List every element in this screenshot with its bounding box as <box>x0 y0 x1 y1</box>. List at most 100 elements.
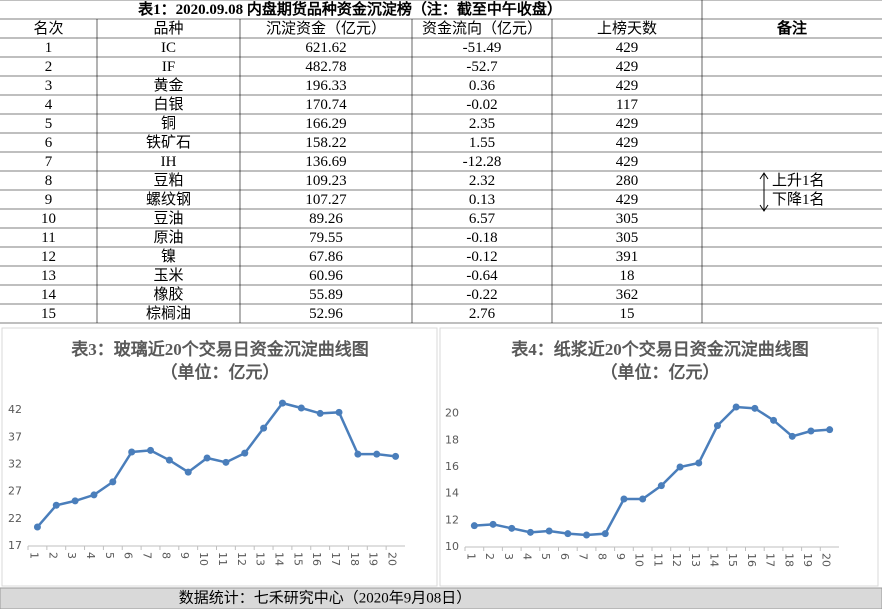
table-cell: 3 <box>45 78 53 94</box>
table-cell: 棕榈油 <box>146 305 191 322</box>
chart-area <box>1 327 438 587</box>
table-cell: 158.22 <box>305 135 346 151</box>
table-cell: 482.78 <box>305 59 346 75</box>
data-point <box>508 524 516 532</box>
table-cell: 89.26 <box>309 211 343 227</box>
table-cell: 362 <box>616 287 639 303</box>
table-cell: -0.12 <box>466 249 497 265</box>
data-point <box>620 495 628 503</box>
x-tick-label: 5 <box>103 552 116 559</box>
table-cell: 166.29 <box>305 116 346 132</box>
y-tick-label: 27 <box>8 485 22 498</box>
x-tick-label: 6 <box>558 553 571 560</box>
x-tick-label: 12 <box>670 553 683 567</box>
table-cell: 2.32 <box>469 173 495 189</box>
table-cell: 7 <box>45 154 53 170</box>
y-tick-label: 22 <box>8 512 22 525</box>
header-cell: 备注 <box>776 19 807 37</box>
data-point <box>676 463 684 471</box>
data-point <box>165 456 173 464</box>
header-cell: 上榜天数 <box>597 20 657 37</box>
table-cell: 621.62 <box>305 40 346 56</box>
data-point <box>241 449 249 457</box>
x-tick-label: 17 <box>764 553 777 567</box>
table-cell: 15 <box>620 306 635 322</box>
table-cell: 60.96 <box>309 268 343 284</box>
x-tick-label: 11 <box>216 552 229 566</box>
data-point <box>373 450 381 458</box>
data-point <box>751 404 759 412</box>
table-cell: 8 <box>45 173 53 189</box>
header-cell: 品种 <box>153 20 183 37</box>
table-cell: 1 <box>45 40 53 56</box>
table-cell: 螺纹钢 <box>146 191 191 208</box>
table-cell: 豆油 <box>153 210 183 227</box>
table-cell: 429 <box>616 135 639 151</box>
table-cell: 黄金 <box>153 77 183 94</box>
data-point <box>147 446 155 454</box>
x-tick-label: 18 <box>348 552 361 566</box>
data-point <box>489 520 497 528</box>
x-tick-label: 8 <box>159 552 172 559</box>
table-cell: 67.86 <box>309 249 343 265</box>
y-tick-label: 10 <box>445 540 459 553</box>
data-point <box>90 491 98 499</box>
x-tick-label: 6 <box>122 552 135 559</box>
table-cell: -12.28 <box>463 154 502 170</box>
chart-title: 表4：纸浆近20个交易日资金沉淀曲线图 <box>511 339 809 359</box>
table-cell: 镍 <box>161 247 176 265</box>
data-point <box>335 408 343 416</box>
x-tick-label: 19 <box>801 553 814 567</box>
y-tick-label: 32 <box>8 458 22 471</box>
table-cell: IH <box>161 154 177 170</box>
x-tick-label: 13 <box>254 552 267 566</box>
x-tick-label: 17 <box>329 552 342 566</box>
data-point <box>601 530 609 538</box>
x-tick-label: 16 <box>310 552 323 566</box>
chart-subtitle: （单位：亿元） <box>601 362 720 382</box>
note: 下降1名 <box>772 191 825 208</box>
x-tick-label: 13 <box>689 553 702 567</box>
table-cell: 铁矿石 <box>146 134 191 151</box>
table-cell: 196.33 <box>305 78 346 94</box>
data-point <box>788 432 796 440</box>
x-tick-label: 14 <box>707 553 720 567</box>
header-cell: 名次 <box>33 20 63 37</box>
x-tick-label: 8 <box>595 553 608 560</box>
x-tick-label: 3 <box>65 552 78 559</box>
x-tick-label: 1 <box>27 552 40 559</box>
x-tick-label: 4 <box>84 552 97 559</box>
data-point <box>470 522 478 530</box>
data-point <box>222 458 230 466</box>
table-cell: 170.74 <box>305 97 347 113</box>
table-cell: 0.13 <box>469 192 495 208</box>
table-cell: 11 <box>41 230 55 246</box>
x-tick-label: 19 <box>367 552 380 566</box>
table-cell: 391 <box>616 249 639 265</box>
table-cell: 13 <box>41 268 56 284</box>
header-cell: 沉淀资金（亿元） <box>266 20 386 37</box>
table-cell: -0.22 <box>466 287 497 303</box>
data-point <box>33 523 41 531</box>
table-title: 表1：2020.09.08 内盘期货品种资金沉淀榜（注：截至中午收盘） <box>138 0 562 18</box>
data-point <box>71 497 79 505</box>
data-point <box>695 459 703 467</box>
table-cell: 429 <box>616 40 639 56</box>
table-cell: 52.96 <box>309 306 343 322</box>
table-cell: 2.35 <box>469 116 495 132</box>
data-point <box>184 468 192 476</box>
x-tick-label: 14 <box>272 552 285 566</box>
data-point <box>316 409 324 417</box>
x-tick-label: 10 <box>633 553 646 567</box>
x-tick-label: 12 <box>235 552 248 566</box>
table-cell: 18 <box>620 268 635 284</box>
data-point <box>807 427 815 435</box>
data-point <box>128 448 136 456</box>
data-point <box>564 530 572 538</box>
x-tick-label: 2 <box>483 553 496 560</box>
data-point <box>260 424 268 432</box>
x-tick-label: 7 <box>141 552 154 559</box>
chart-subtitle: （单位：亿元） <box>161 362 280 382</box>
table-cell: 429 <box>616 116 639 132</box>
